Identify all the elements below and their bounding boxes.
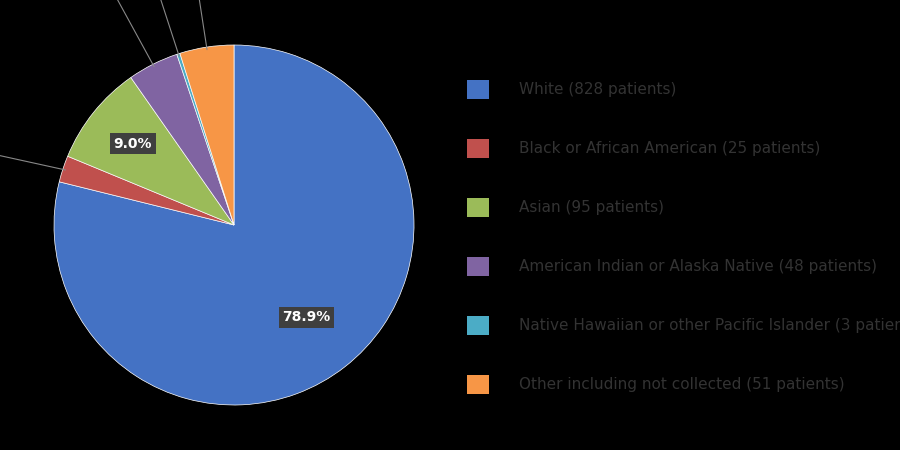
Text: 78.9%: 78.9% — [282, 310, 330, 324]
FancyBboxPatch shape — [467, 198, 489, 216]
Text: 4.6%: 4.6% — [93, 0, 154, 67]
Text: 9.0%: 9.0% — [113, 137, 152, 151]
Text: 0.3%: 0.3% — [130, 0, 179, 56]
Text: Asian (95 patients): Asian (95 patients) — [519, 200, 664, 215]
Wedge shape — [176, 53, 234, 225]
Text: 2.4%: 2.4% — [0, 143, 66, 170]
Text: Native Hawaiian or other Pacific Islander (3 patients): Native Hawaiian or other Pacific Islande… — [519, 318, 900, 333]
Text: Other including not collected (51 patients): Other including not collected (51 patien… — [519, 377, 845, 392]
Wedge shape — [68, 77, 234, 225]
FancyBboxPatch shape — [467, 80, 489, 99]
Text: Black or African American (25 patients): Black or African American (25 patients) — [519, 141, 821, 156]
FancyBboxPatch shape — [467, 316, 489, 335]
Wedge shape — [59, 156, 234, 225]
FancyBboxPatch shape — [467, 257, 489, 275]
Text: American Indian or Alaska Native (48 patients): American Indian or Alaska Native (48 pat… — [519, 259, 878, 274]
Text: White (828 patients): White (828 patients) — [519, 82, 677, 97]
FancyBboxPatch shape — [467, 375, 489, 394]
Wedge shape — [130, 54, 234, 225]
Wedge shape — [54, 45, 414, 405]
Text: 4.8%: 4.8% — [179, 0, 213, 50]
Wedge shape — [180, 45, 234, 225]
FancyBboxPatch shape — [467, 139, 489, 158]
